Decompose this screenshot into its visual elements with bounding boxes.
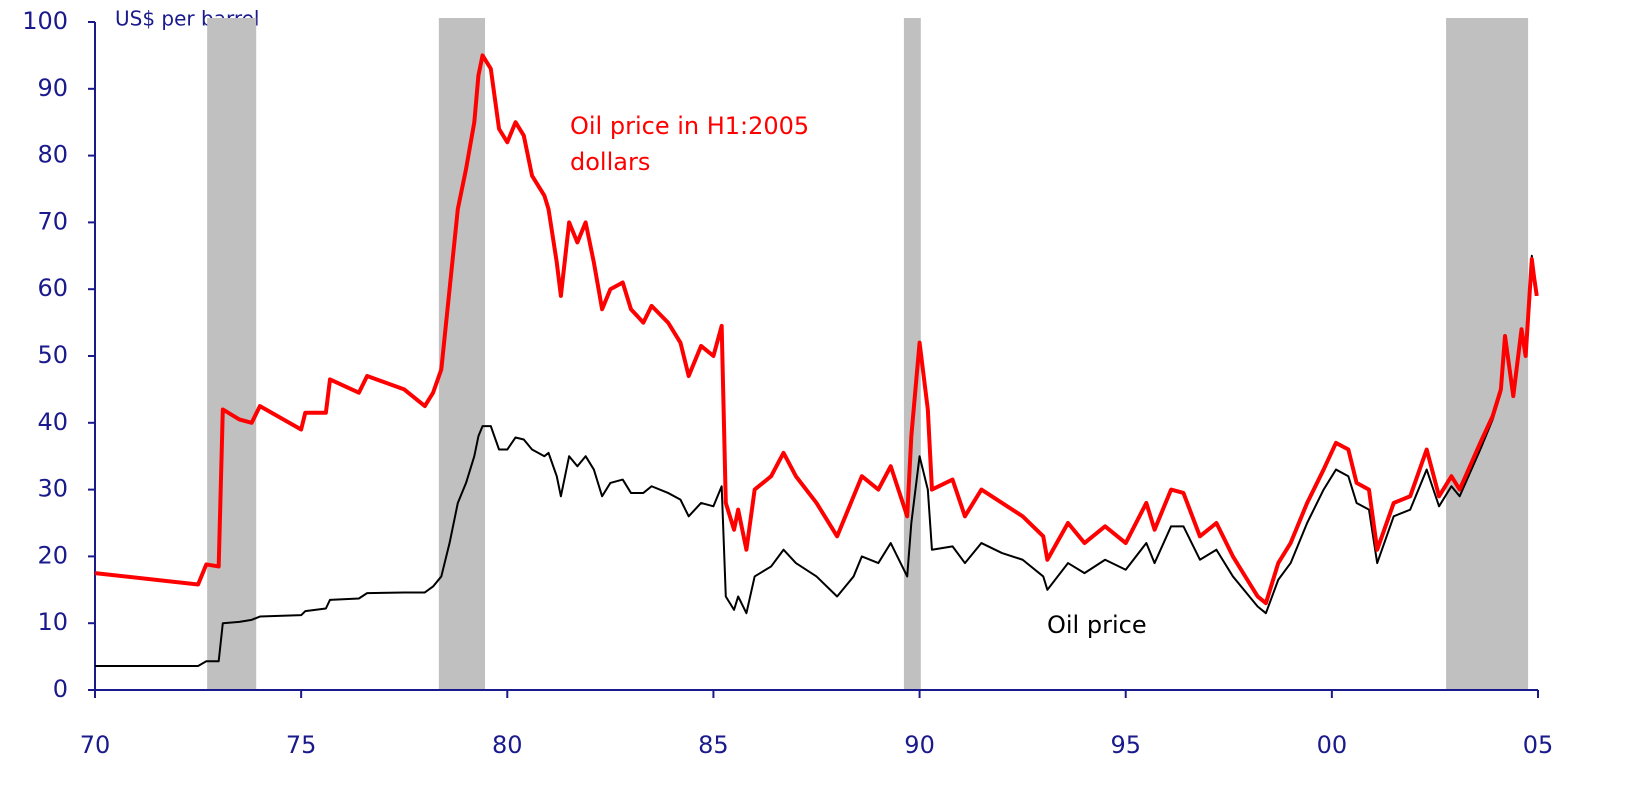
series-label: Oil price in H1:2005 dollars	[570, 112, 810, 176]
x-tick-label: 05	[1523, 731, 1554, 759]
x-tick-label: 85	[698, 731, 729, 759]
y-tick-label: 20	[37, 541, 68, 569]
x-tick-label: 70	[80, 731, 111, 759]
y-tick-label: 70	[37, 207, 68, 235]
y-tick-label: 40	[37, 408, 68, 436]
x-tick-label: 90	[904, 731, 935, 759]
shaded-period	[207, 18, 257, 690]
y-tick-label: 80	[37, 141, 68, 169]
x-tick-label: 80	[492, 731, 523, 759]
shaded-period	[903, 18, 921, 690]
series-line	[94, 53, 1539, 606]
series-line	[95, 254, 1538, 667]
shaded-period	[438, 18, 486, 690]
y-tick-label: 30	[37, 475, 68, 503]
y-tick-label: 60	[37, 274, 68, 302]
y-tick-label: 50	[37, 341, 68, 369]
y-tick-label: 0	[53, 675, 68, 703]
x-tick-label: 00	[1317, 731, 1348, 759]
y-tick-label: 90	[37, 74, 68, 102]
y-tick-label: 10	[37, 608, 68, 636]
shaded-period	[1446, 18, 1529, 690]
series-label: Oil price	[1047, 611, 1147, 639]
x-tick-label: 75	[286, 731, 317, 759]
y-tick-label: 100	[22, 7, 68, 35]
x-tick-label: 95	[1110, 731, 1141, 759]
